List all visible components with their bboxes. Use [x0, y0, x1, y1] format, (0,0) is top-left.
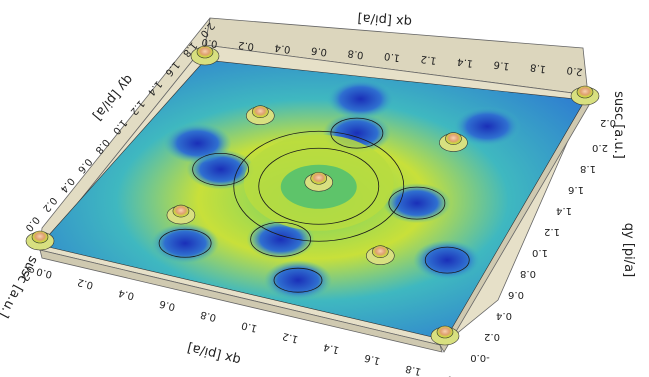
contour-line — [233, 130, 405, 242]
contour-line — [388, 186, 446, 220]
peak — [576, 85, 594, 99]
qy-right-tick-label: 0.6 — [508, 289, 524, 300]
qx-bottom-tick-label: 1.6 — [363, 352, 381, 367]
surface-valley — [326, 78, 395, 119]
contour-line — [192, 152, 250, 186]
surface-valley — [151, 223, 220, 264]
peak — [196, 45, 214, 59]
qx-top-tick-label: 1.4 — [457, 56, 474, 69]
contour-line — [258, 147, 380, 225]
qx-bottom-tick-label: 0.6 — [158, 298, 176, 313]
qy-right-tick-label: 0.4 — [496, 310, 512, 321]
qx-bottom-tick-label: 0.4 — [117, 287, 135, 302]
z-right-tick-label: 0.2 — [600, 117, 616, 128]
qy-left-tick-label: 0.0 — [23, 214, 42, 233]
qx-top-tick-label: 0.2 — [238, 39, 255, 52]
qx-top-axis-title: qx [pi/a] — [357, 10, 412, 29]
qx-bottom-tick-label: 2.0 — [445, 373, 463, 377]
contour-line — [250, 221, 312, 257]
qy-right-axis-title: qy [pi/a] — [621, 223, 636, 277]
surface-valley — [413, 240, 482, 281]
contour-line — [330, 117, 384, 149]
surface — [25, 45, 600, 346]
front-edge — [39, 249, 443, 353]
qx-top-tick-label: 0.8 — [347, 47, 364, 60]
qx-top-tick-label: 1.8 — [530, 61, 547, 74]
qx-top-tick-label: 0.0 — [201, 36, 218, 49]
z-right-axis-title: susc [a.u.] — [611, 91, 626, 159]
qy-right-tick-label: -0.0 — [470, 352, 490, 363]
peak — [172, 204, 190, 218]
qy-left-axis-title: qy [pi/a] — [89, 72, 135, 123]
qy-right-tick-label: 1.4 — [556, 205, 572, 216]
contour-line — [158, 228, 212, 258]
qx-top-tick-label: 1.6 — [493, 58, 510, 71]
qx-top-tick-label: 1.2 — [420, 53, 437, 66]
qx-top-tick-label: 0.4 — [274, 42, 291, 55]
peak — [31, 230, 49, 244]
qx-bottom-tick-label: 1.2 — [281, 330, 299, 345]
qx-top-tick-label: 2.0 — [566, 64, 583, 77]
peak — [310, 171, 328, 185]
surface-valley — [453, 106, 522, 147]
qy-right-tick-label: 2.0 — [592, 142, 608, 153]
surface-valley — [264, 260, 332, 301]
qx-bottom-tick-label: 0.8 — [199, 308, 217, 323]
qx-bottom-tick-label: 0.0 — [35, 265, 53, 280]
z-left-axis-title: susc [a.u.] — [0, 253, 41, 320]
qy-right-tick-label: 1.2 — [544, 226, 560, 237]
surface-valley — [163, 123, 232, 164]
qx-top-tick-label: 0.6 — [311, 44, 328, 57]
qx-bottom-tick-label: 1.8 — [404, 362, 422, 377]
contour-line — [424, 246, 470, 274]
surface-valley — [382, 183, 451, 224]
peak — [445, 132, 462, 145]
qx-bottom-tick-label: 1.4 — [322, 341, 340, 356]
peak — [436, 325, 454, 339]
qx-bottom-axis-title: qx [pi/a] — [186, 340, 242, 368]
surface-valley — [246, 219, 315, 260]
qx-top-tick-label: 1.0 — [384, 50, 401, 63]
qy-right-tick-label: 0.2 — [484, 331, 500, 342]
qx-bottom-tick-label: 0.2 — [76, 276, 94, 291]
contour-line — [273, 267, 323, 293]
qy-right-tick-label: 1.6 — [568, 184, 584, 195]
peak — [252, 105, 269, 118]
qx-bottom-tick-label: 1.0 — [240, 319, 258, 334]
qy-right-tick-label: 1.8 — [580, 163, 596, 174]
peak — [372, 245, 389, 258]
qy-right-tick-label: 1.0 — [532, 247, 548, 258]
qy-right-tick-label: 0.8 — [520, 268, 536, 279]
